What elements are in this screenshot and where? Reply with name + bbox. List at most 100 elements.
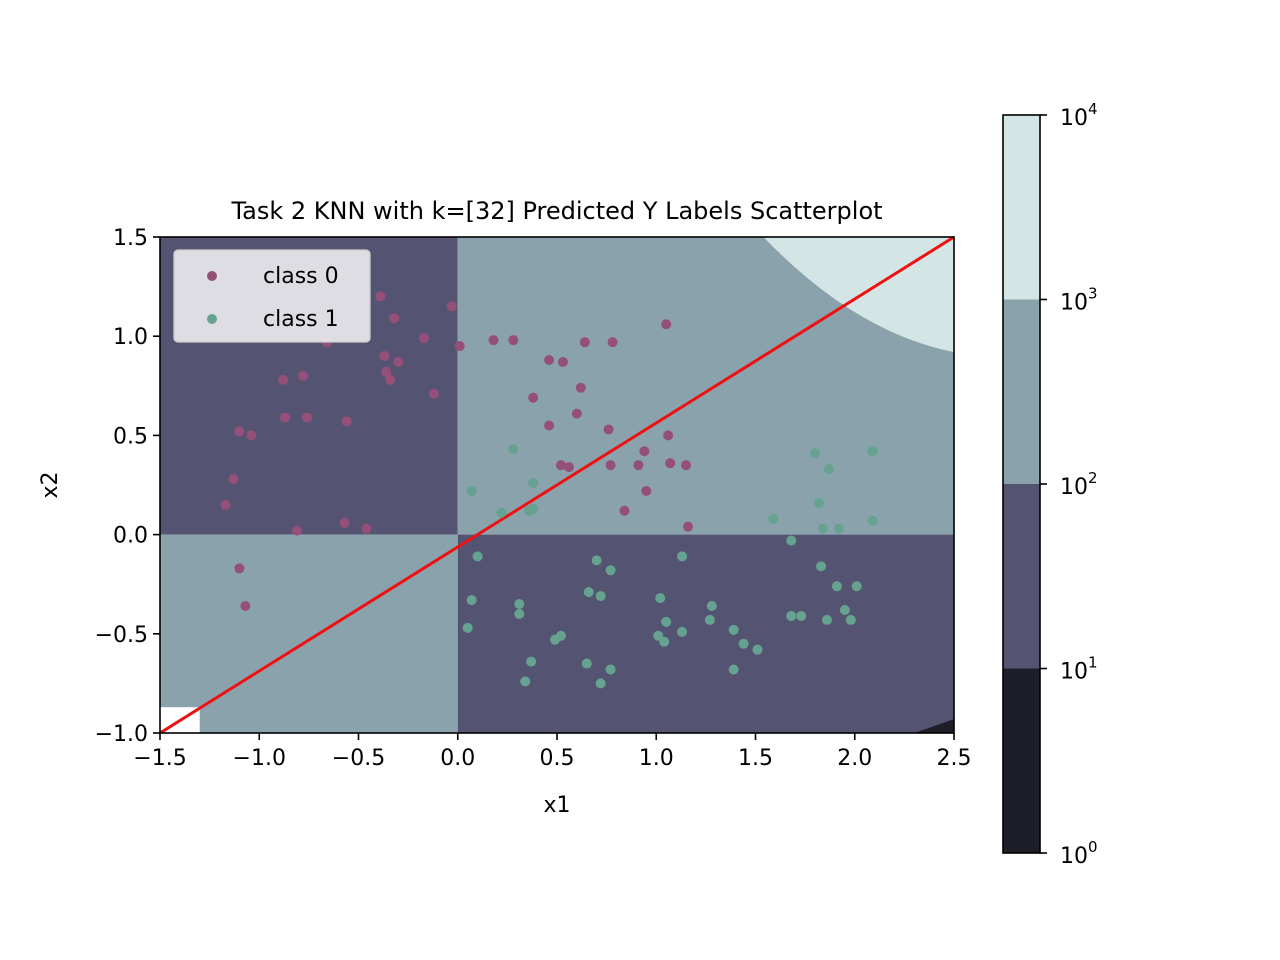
point-class-0-6 (488, 335, 499, 346)
decision-boundary-layer (160, 237, 954, 733)
point-class-0-36 (555, 460, 566, 471)
point-class-0-23 (301, 412, 312, 423)
point-class-1-47 (605, 664, 616, 675)
point-class-0-3 (419, 333, 430, 344)
point-class-0-11 (379, 351, 390, 362)
point-class-0-21 (528, 392, 539, 403)
point-class-1-6 (810, 448, 821, 459)
legend-box (173, 249, 371, 343)
scatter-points (220, 291, 878, 689)
point-class-1-5 (528, 503, 539, 514)
colorbar: 100 101 102 103 104 (1002, 100, 1098, 869)
x-tick-label: 2.0 (837, 746, 872, 771)
point-class-1-11 (817, 523, 828, 534)
point-class-0-12 (393, 356, 404, 367)
point-class-0-24 (341, 416, 352, 427)
point-class-0-38 (605, 460, 616, 471)
legend: class 0 class 1 (173, 249, 371, 343)
point-class-0-27 (544, 420, 555, 431)
point-class-1-2 (466, 485, 477, 496)
point-class-0-8 (579, 337, 590, 348)
contour-background (160, 237, 954, 733)
point-class-0-44 (619, 505, 630, 516)
point-class-1-36 (555, 630, 566, 641)
point-class-0-22 (280, 412, 291, 423)
point-class-1-48 (728, 664, 739, 675)
point-class-1-22 (466, 595, 477, 606)
point-class-0-19 (575, 382, 586, 393)
point-class-1-29 (839, 604, 850, 615)
point-class-1-18 (786, 535, 797, 546)
y-tick-label: 0.5 (113, 424, 148, 449)
point-class-1-12 (833, 523, 844, 534)
point-class-0-28 (571, 408, 582, 419)
point-class-0-2 (446, 301, 457, 312)
point-class-0-1 (389, 313, 400, 324)
y-tick-label: 1.0 (113, 325, 148, 350)
decision-line (160, 237, 954, 733)
x-tick-label: 1.5 (738, 746, 773, 771)
point-class-0-20 (428, 388, 439, 399)
point-class-1-31 (796, 610, 807, 621)
colorbar-tick-label: 100 (1060, 838, 1098, 869)
y-axis-label: x2 (38, 471, 63, 498)
x-tick-label: −1.0 (233, 746, 286, 771)
point-class-1-20 (583, 587, 594, 598)
point-class-0-18 (557, 356, 568, 367)
point-class-1-39 (661, 616, 672, 627)
point-class-0-41 (665, 458, 676, 469)
point-class-1-10 (768, 513, 779, 524)
point-class-1-3 (496, 507, 507, 518)
point-class-1-21 (595, 591, 606, 602)
y-tick-label: −0.5 (95, 623, 148, 648)
point-class-1-34 (462, 622, 473, 633)
series-class-0 (220, 291, 694, 612)
point-class-0-16 (297, 370, 308, 381)
point-class-1-44 (752, 644, 763, 655)
legend-marker-class-1 (207, 314, 217, 324)
colorbar-band-1 (1003, 484, 1040, 669)
point-class-1-30 (786, 610, 797, 621)
point-class-0-43 (641, 485, 652, 496)
y-tick-label: −1.0 (95, 722, 148, 747)
point-class-0-26 (246, 430, 257, 441)
point-class-0-29 (603, 424, 614, 435)
point-class-0-46 (234, 563, 245, 574)
point-class-1-16 (605, 565, 616, 576)
x-tick-label: 0.5 (540, 746, 575, 771)
x-axis: −1.5 −1.0 −0.5 0.0 0.5 1.0 1.5 2.0 2.5 (133, 733, 972, 771)
x-tick-label: 0.0 (440, 746, 475, 771)
y-tick-label: 0.0 (113, 524, 148, 549)
point-class-0-5 (454, 341, 465, 352)
point-class-0-35 (361, 523, 372, 534)
point-class-1-24 (514, 608, 525, 619)
x-tick-label: 1.0 (639, 746, 674, 771)
colorbar-tick-label: 104 (1060, 100, 1098, 131)
point-class-1-8 (823, 464, 834, 475)
point-class-0-7 (508, 335, 519, 346)
y-axis: −1.0 −0.5 0.0 0.5 1.0 1.5 (95, 226, 160, 747)
point-class-1-0 (508, 444, 519, 455)
point-class-0-42 (681, 460, 692, 471)
point-class-1-28 (851, 581, 862, 592)
point-class-0-45 (683, 521, 694, 532)
point-class-1-26 (706, 601, 717, 612)
point-class-1-46 (581, 658, 592, 669)
point-class-1-9 (814, 497, 825, 508)
point-class-1-1 (528, 478, 539, 489)
point-class-1-42 (728, 624, 739, 635)
point-class-1-33 (845, 614, 856, 625)
point-class-0-32 (220, 499, 231, 510)
point-class-1-23 (514, 599, 525, 610)
point-class-0-9 (607, 337, 618, 348)
colorbar-band-3 (1003, 115, 1040, 300)
point-class-1-13 (867, 515, 878, 526)
point-class-1-27 (831, 581, 842, 592)
point-class-1-43 (738, 638, 749, 649)
point-class-0-39 (633, 460, 644, 471)
legend-label-class-1: class 1 (263, 307, 339, 332)
colorbar-tick-label: 103 (1060, 285, 1098, 316)
point-class-0-40 (639, 446, 650, 457)
x-tick-label: −1.5 (133, 746, 186, 771)
